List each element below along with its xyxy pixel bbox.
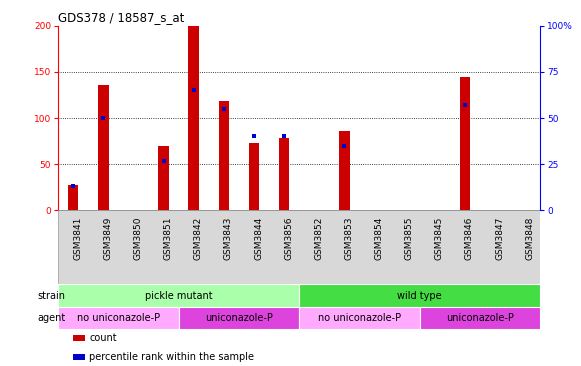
Bar <box>158 146 169 210</box>
Text: GSM3842: GSM3842 <box>193 216 203 259</box>
Text: GSM3852: GSM3852 <box>314 216 323 260</box>
Text: GSM3854: GSM3854 <box>375 216 383 260</box>
Bar <box>279 138 289 210</box>
Text: wild type: wild type <box>397 291 442 300</box>
Text: GSM3841: GSM3841 <box>73 216 82 260</box>
Text: count: count <box>89 333 117 343</box>
Bar <box>58 284 299 307</box>
Bar <box>179 307 299 329</box>
Text: GSM3846: GSM3846 <box>465 216 474 260</box>
Text: GSM3849: GSM3849 <box>103 216 112 260</box>
Bar <box>420 307 540 329</box>
Text: GSM3856: GSM3856 <box>284 216 293 260</box>
Bar <box>98 85 109 210</box>
Text: GSM3843: GSM3843 <box>224 216 233 260</box>
Text: GSM3851: GSM3851 <box>164 216 173 260</box>
Bar <box>218 101 229 210</box>
Bar <box>299 307 420 329</box>
Text: uniconazole-P: uniconazole-P <box>446 313 514 323</box>
Bar <box>299 284 540 307</box>
Text: uniconazole-P: uniconazole-P <box>205 313 273 323</box>
Text: agent: agent <box>37 313 65 323</box>
Bar <box>339 131 350 210</box>
Text: no uniconazole-P: no uniconazole-P <box>77 313 160 323</box>
Text: GSM3844: GSM3844 <box>254 216 263 259</box>
Text: GSM3847: GSM3847 <box>495 216 504 260</box>
Text: GSM3850: GSM3850 <box>134 216 142 260</box>
Text: no uniconazole-P: no uniconazole-P <box>318 313 401 323</box>
Text: pickle mutant: pickle mutant <box>145 291 213 300</box>
Text: strain: strain <box>37 291 65 300</box>
Text: GSM3848: GSM3848 <box>525 216 535 260</box>
Text: GSM3853: GSM3853 <box>345 216 353 260</box>
Text: GSM3845: GSM3845 <box>435 216 444 260</box>
Bar <box>249 143 259 210</box>
Bar <box>73 354 85 361</box>
Bar <box>58 307 179 329</box>
Bar <box>188 26 199 210</box>
Text: GDS378 / 18587_s_at: GDS378 / 18587_s_at <box>58 11 185 25</box>
Bar <box>68 184 78 210</box>
Bar <box>73 335 85 341</box>
Text: GSM3855: GSM3855 <box>405 216 414 260</box>
Bar <box>460 77 470 210</box>
Text: percentile rank within the sample: percentile rank within the sample <box>89 352 254 362</box>
